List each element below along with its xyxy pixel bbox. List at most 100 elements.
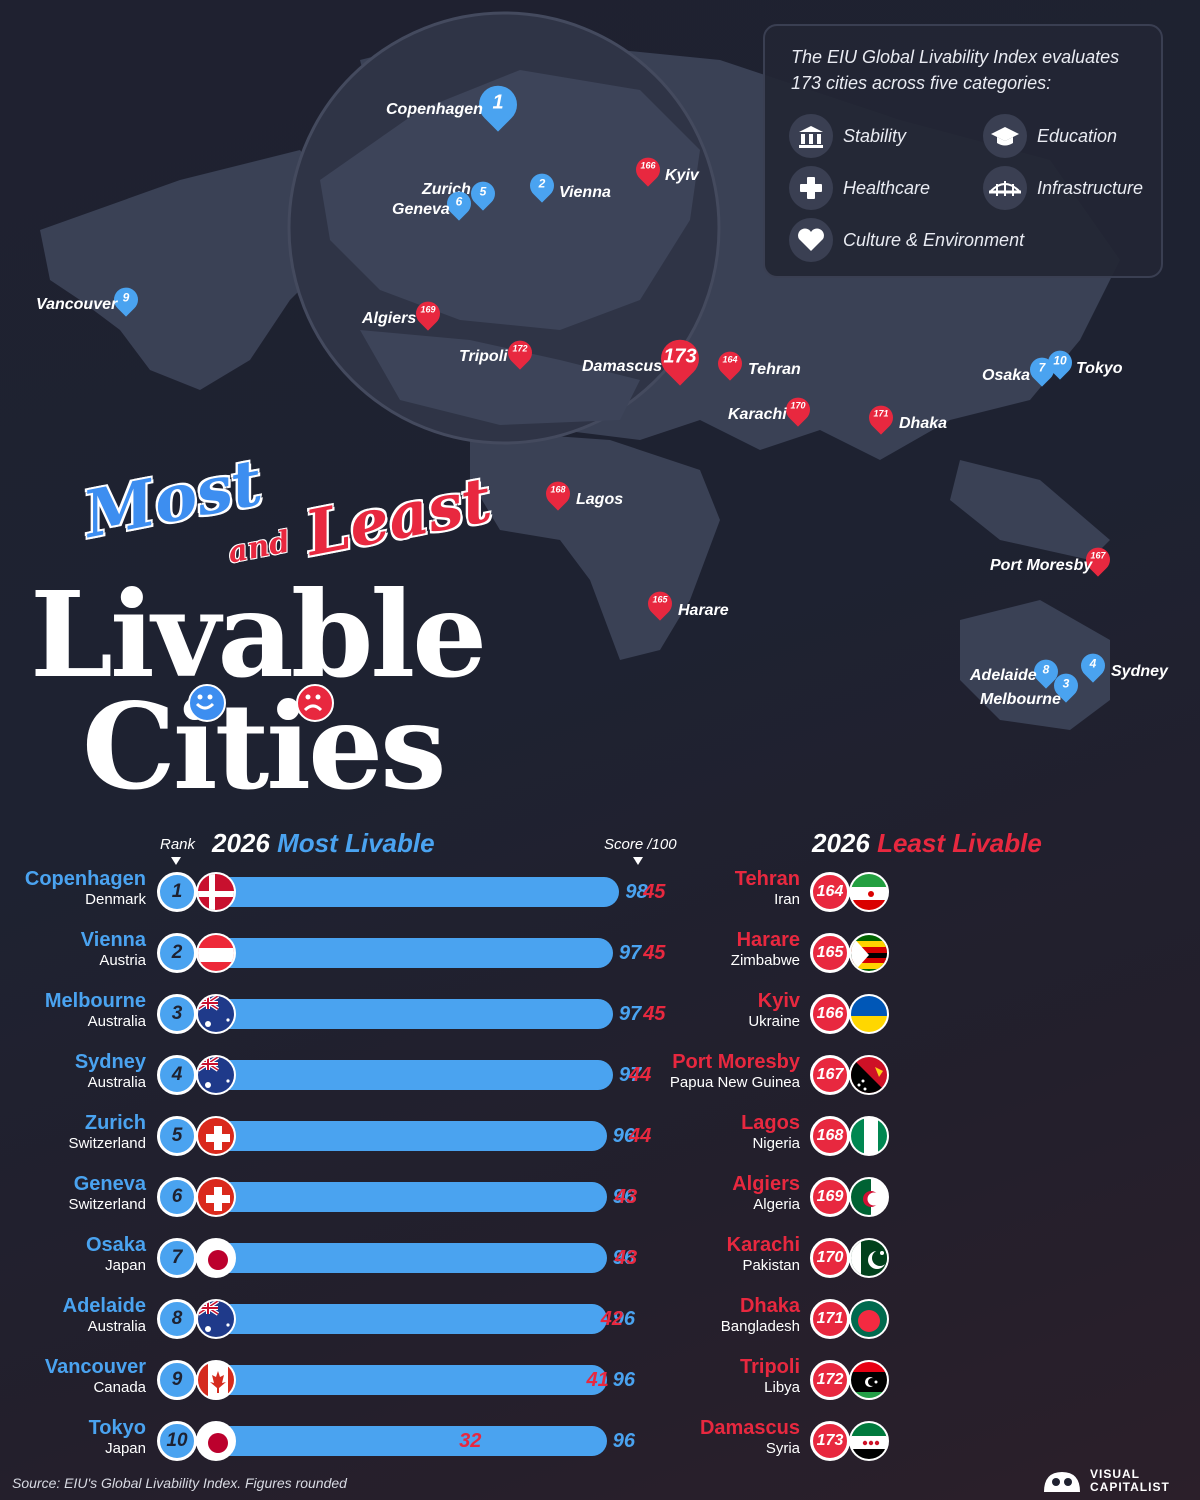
map-pin-label: Dhaka [899, 415, 948, 432]
pin-rank: 5 [479, 184, 487, 199]
score-value: 96 [612, 1186, 635, 1208]
row-country-name: Australia [87, 1318, 146, 1335]
category-label: Infrastructure [1037, 177, 1144, 198]
flag-zimbabwe-icon [849, 933, 889, 973]
heart-icon [789, 218, 833, 262]
row-city-name: Geneva [73, 1173, 146, 1195]
rank-badge: 169 [810, 1177, 850, 1217]
brand-line2: CAPITALIST [1090, 1480, 1170, 1494]
score-bar [215, 1182, 607, 1212]
row-city-name: Harare [736, 929, 800, 951]
row-country-name: Japan [105, 1440, 146, 1457]
score-value: 96 [612, 1308, 635, 1330]
map-pin-dhaka: 171 [864, 400, 898, 435]
score-value: 44 [629, 1125, 652, 1147]
pin-rank: 170 [790, 400, 806, 411]
pin-rank: 172 [512, 343, 528, 354]
row-country-name: Bangladesh [720, 1318, 800, 1335]
cross-icon [789, 166, 833, 210]
map-pin-tehran: 164 [713, 346, 747, 381]
bridge-icon [983, 166, 1027, 210]
flag-png-icon [849, 1055, 889, 1095]
score-value: 43 [614, 1247, 638, 1269]
row-city-name: Vienna [80, 929, 146, 951]
row-country-name: Ukraine [748, 1013, 800, 1030]
row-country-name: Iran [774, 891, 800, 908]
row-city-name: Port Moresby [672, 1051, 800, 1073]
rank-badge: 167 [810, 1055, 850, 1095]
rank-badge: 4 [157, 1055, 197, 1095]
score-bar [215, 938, 614, 968]
score-value: 96 [612, 1369, 635, 1391]
rank-badge: 172 [810, 1360, 850, 1400]
score-bar [215, 1304, 607, 1334]
map-pin-osaka: 7 [1025, 352, 1059, 387]
row-city-name: Tripoli [740, 1356, 800, 1378]
map-pin-label: Harare [678, 602, 729, 619]
flag-japan-icon [196, 1238, 236, 1278]
title-livable: Livable [30, 565, 487, 704]
flag-pakistan-icon [849, 1238, 889, 1278]
map-pin-label: Lagos [576, 491, 624, 508]
score-value: 42 [600, 1308, 623, 1330]
pin-rank: 4 [1089, 656, 1097, 671]
row-city-name: Kyiv [757, 990, 800, 1012]
flag-australia-icon [196, 994, 236, 1034]
building-icon [789, 114, 833, 158]
row-country-name: Denmark [85, 891, 146, 908]
map-pin-label: Tripoli [459, 348, 508, 365]
flag-australia-icon [196, 1299, 236, 1339]
brand-line1: VISUAL [1090, 1467, 1141, 1481]
row-city-name: Sydney [74, 1051, 146, 1073]
rank-badge: 171 [810, 1299, 850, 1339]
score-bar [215, 1365, 607, 1395]
title-text: Most Livable [277, 828, 435, 858]
row-city-name: Adelaide [62, 1295, 146, 1317]
map-pin-tokyo: 10 [1043, 345, 1077, 380]
row-city-name: Karachi [726, 1234, 800, 1256]
flag-australia-icon [196, 1055, 236, 1095]
rank-badge: 2 [157, 933, 197, 973]
map-pin-label: Geneva [392, 201, 450, 218]
map-pin-harare: 165 [643, 586, 677, 621]
map-pin-copenhagen: 1 [471, 77, 525, 132]
score-value: 97 [619, 1064, 642, 1086]
map-pin-zurich: 5 [466, 176, 500, 211]
score-bar [215, 1243, 607, 1273]
score-value: 44 [629, 1064, 652, 1086]
score-value: 98 [625, 881, 648, 903]
map-pin-damascus: 173 [653, 331, 707, 386]
score-bar [215, 877, 620, 907]
rank-badge: 3 [157, 994, 197, 1034]
map-pin-label: Kyiv [665, 167, 699, 184]
rank-badge: 170 [810, 1238, 850, 1278]
map-pin-label: Karachi [728, 406, 787, 423]
flag-switzerland-icon [196, 1177, 236, 1217]
score-arrow-icon [633, 857, 643, 865]
map-pin-label: Adelaide [970, 667, 1037, 684]
row-country-name: Syria [765, 1440, 800, 1457]
flag-bangladesh-icon [849, 1299, 889, 1339]
category-culture: Culture & Environment [789, 218, 1024, 262]
row-country-name: Switzerland [68, 1135, 146, 1152]
title-text: Least Livable [877, 828, 1042, 858]
category-label: Culture & Environment [843, 229, 1025, 250]
pin-rank: 2 [538, 176, 546, 191]
graduation-cap-icon [983, 114, 1027, 158]
row-city-name: Tokyo [88, 1417, 146, 1439]
pin-rank: 164 [722, 354, 738, 365]
score-value: 32 [459, 1430, 482, 1452]
map-pin-kyiv: 166 [631, 152, 665, 187]
visual-capitalist-logo-icon [1044, 1472, 1080, 1492]
row-city-name: Dhaka [739, 1295, 800, 1317]
score-value: 96 [612, 1430, 635, 1452]
score-bar [215, 1426, 607, 1456]
score-value: 96 [612, 1247, 635, 1269]
row-country-name: Zimbabwe [730, 952, 800, 969]
pin-rank: 7 [1038, 360, 1046, 375]
map-pin-adelaide: 8 [1029, 654, 1063, 689]
pin-rank: 165 [652, 594, 668, 605]
flag-austria-icon [196, 933, 236, 973]
score-value: 45 [643, 881, 666, 903]
score-value: 45 [643, 942, 666, 964]
